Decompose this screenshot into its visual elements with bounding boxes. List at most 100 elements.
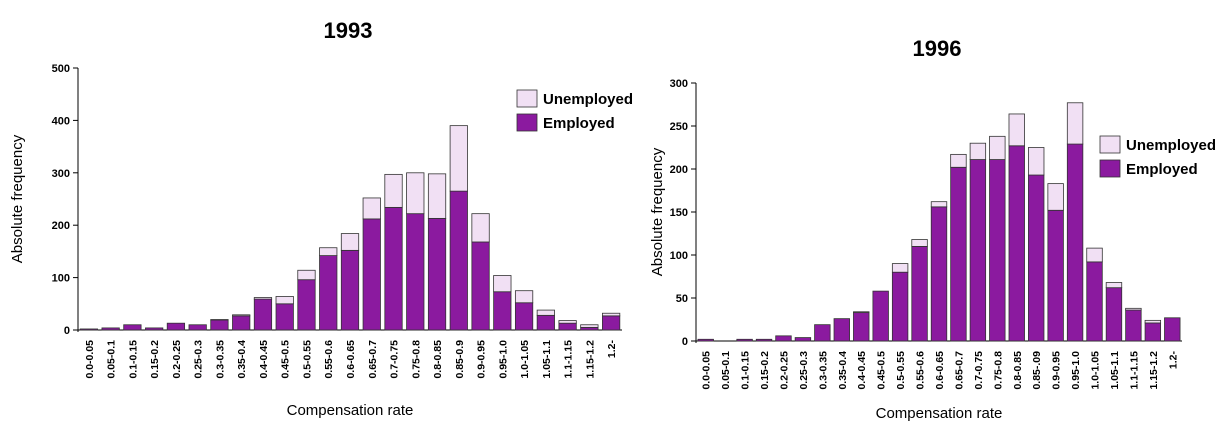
bar-unemployed	[406, 172, 425, 215]
bar-employed	[833, 318, 850, 342]
x-tick-label: 0.5-0.55	[301, 340, 313, 379]
bar-unemployed	[930, 201, 948, 208]
x-tick-label: 0.65-0.7	[953, 351, 965, 390]
y-tick-label: 500	[52, 63, 70, 75]
y-tick-label: 250	[670, 121, 688, 133]
bar-unemployed	[891, 263, 909, 273]
bar-employed	[969, 159, 987, 342]
y-tick-label: 400	[52, 115, 70, 127]
x-tick-label: 1.0-1.05	[1090, 351, 1102, 390]
bar-employed	[558, 322, 577, 331]
x-axis-label: Compensation rate	[876, 405, 1003, 422]
bar-employed	[775, 335, 792, 342]
bar-unemployed	[602, 312, 621, 317]
bar-employed	[275, 303, 294, 331]
bar-employed	[1008, 145, 1025, 342]
bar-employed	[145, 327, 164, 331]
x-tick-label: 0.7-0.75	[973, 351, 985, 390]
x-tick-label: 0.35-0.4	[837, 351, 849, 390]
x-tick-label: 0.85-0.9	[454, 340, 466, 379]
y-tick-label: 300	[52, 168, 70, 180]
bar-employed	[891, 271, 909, 342]
bar-unemployed	[427, 173, 447, 219]
bar-unemployed	[989, 135, 1006, 160]
bar-employed	[989, 159, 1006, 342]
x-tick-label: 0.55-0.6	[915, 351, 927, 390]
bar-unemployed	[1008, 113, 1025, 147]
y-axis-label: Absolute frequency	[649, 147, 666, 276]
bar-unemployed	[493, 275, 512, 293]
legend-employed-swatch	[1099, 159, 1121, 178]
bar-unemployed	[253, 297, 273, 300]
bar-unemployed	[1105, 282, 1123, 289]
chart-1996: 1996 0 50 100 150 200 250 300 0.0-0.05 0.05-0.1 0.…	[649, 36, 1216, 422]
bar-unemployed	[969, 142, 987, 160]
bar-employed	[1086, 261, 1103, 342]
x-tick-label: 0.9-0.95	[476, 340, 488, 379]
y-tick-label: 200	[52, 220, 70, 232]
legend: Unemployed Employed	[516, 89, 633, 132]
x-tick-label: 0.2-0.25	[171, 340, 183, 379]
x-tick-label: 1.1-1.15	[1128, 351, 1140, 390]
bar-employed	[536, 314, 555, 331]
bar-unemployed	[950, 153, 967, 168]
bar-employed	[514, 302, 534, 331]
bar-employed	[602, 315, 621, 331]
bar-unemployed	[384, 173, 403, 208]
x-tick-label: 0.2-0.25	[778, 351, 790, 390]
bar-employed	[1066, 143, 1084, 342]
y-tick-label: 150	[670, 207, 688, 219]
bar-unemployed	[340, 233, 360, 251]
x-tick-label: 0.4-0.45	[856, 351, 868, 390]
bar-unemployed	[297, 269, 316, 281]
x-tick-label: 0.7-0.75	[389, 340, 401, 379]
x-tick-label: 0.3-0.35	[817, 351, 829, 390]
bar-employed	[872, 290, 889, 342]
bar-employed	[493, 291, 512, 331]
x-tick-label: 0.75-0.8	[410, 340, 422, 379]
bar-unemployed	[1047, 183, 1064, 211]
bar-employed	[1105, 287, 1123, 342]
x-tick-label: 0.0-0.05	[701, 351, 713, 390]
bar-unemployed	[1125, 307, 1142, 311]
x-tick-label: 0.65-0.7	[367, 340, 379, 379]
bar-employed	[123, 324, 142, 331]
bar-employed	[1144, 322, 1162, 342]
bar-employed	[340, 249, 360, 331]
x-tick-label: 1.05-1.1	[541, 340, 553, 379]
bar-employed	[79, 328, 98, 331]
x-tick-label: 0.95-1.0	[1070, 351, 1082, 390]
x-tick-label: 1.15-1.2	[1148, 351, 1160, 390]
x-tick-label: 0.9-0.95	[1051, 351, 1063, 390]
bar-unemployed	[362, 197, 381, 220]
x-tick-label: 0.25-0.3	[193, 340, 205, 379]
bar-employed	[384, 206, 403, 331]
x-tick-label: 0.15-0.2	[149, 340, 161, 379]
bar-unemployed	[1028, 147, 1045, 176]
x-tick-label: 0.5-0.55	[895, 351, 907, 390]
x-tick-label: 0.25-0.3	[798, 351, 810, 390]
x-tick-label: 0.6-0.65	[934, 351, 946, 390]
bar-unemployed	[1144, 319, 1162, 324]
bar-employed	[427, 217, 447, 331]
x-tick-label: 0.6-0.65	[345, 340, 357, 379]
bar-unemployed	[580, 324, 599, 328]
y-tick-label: 100	[52, 273, 70, 285]
bar-unemployed	[232, 314, 251, 317]
x-tick-label: 0.15-0.2	[759, 351, 771, 390]
bar-employed	[232, 315, 251, 331]
bar-unemployed	[275, 296, 294, 305]
x-tick-label: 0.45-0.5	[280, 340, 292, 379]
x-tick-label: 0.05-0.1	[720, 351, 732, 390]
x-tick-label: 0.75-0.8	[992, 351, 1004, 390]
legend-unemployed-label: Unemployed	[543, 91, 633, 108]
x-axis-label: Compensation rate	[287, 402, 414, 419]
bar-employed	[911, 245, 928, 342]
bar-unemployed	[449, 125, 468, 192]
bar-employed	[755, 338, 773, 342]
y-tick-label: 50	[676, 293, 688, 305]
bar-employed	[697, 338, 714, 342]
bar-employed	[1028, 174, 1045, 342]
bar-employed	[814, 324, 831, 342]
